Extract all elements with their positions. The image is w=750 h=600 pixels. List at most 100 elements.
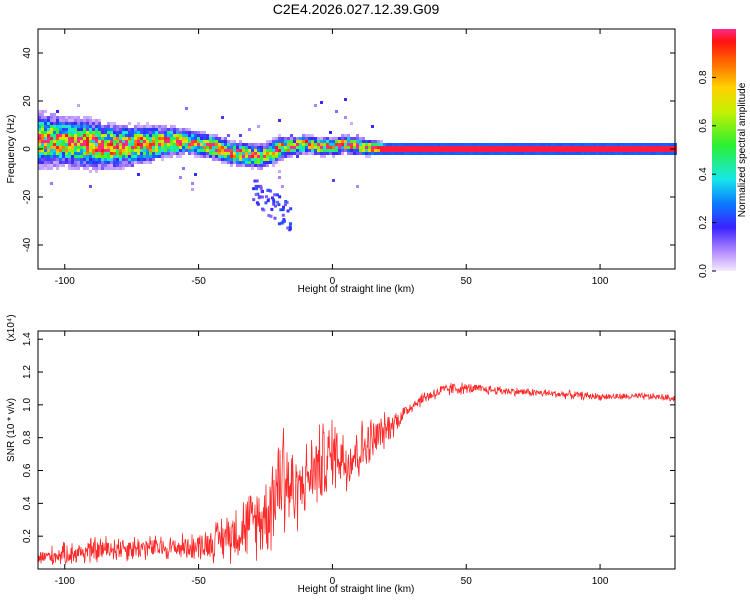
- spectrogram-cell: [122, 152, 125, 155]
- spectrogram-cell: [359, 137, 362, 140]
- spectrogram-cell: [206, 137, 209, 140]
- spectrogram-cell: [248, 158, 251, 161]
- spectrogram-cell: [662, 152, 665, 155]
- spectrogram-cell: [261, 207, 265, 211]
- spectrogram-cell: [53, 119, 56, 122]
- spectrogram-cell: [221, 140, 224, 143]
- spectrogram-cell: [332, 149, 335, 152]
- spectrogram-cell: [158, 128, 161, 131]
- spectrogram-cell: [71, 134, 74, 137]
- spectrogram-cell: [533, 149, 536, 152]
- spectrogram-cell: [71, 146, 74, 149]
- spectrogram-cell: [149, 140, 152, 143]
- spectrogram-cell: [290, 152, 293, 155]
- spectrogram-cell: [653, 143, 656, 146]
- spectrogram-cell: [107, 146, 110, 149]
- spectrogram-cell: [539, 152, 542, 155]
- spectrogram-cell: [311, 149, 314, 152]
- spectrogram-cell: [47, 131, 50, 134]
- spectrogram-cell: [650, 152, 653, 155]
- spectrogram-cell: [464, 152, 467, 155]
- spectrogram-cell: [56, 122, 59, 125]
- spectrogram-cell: [254, 193, 258, 197]
- spectrogram-cell: [473, 143, 476, 146]
- spectrogram-cell: [671, 146, 674, 149]
- spectrogram-cell: [482, 143, 485, 146]
- spectrogram-cell: [83, 158, 86, 161]
- spectrogram-cell: [188, 137, 191, 140]
- spectrogram-cell: [374, 146, 377, 149]
- spectrogram-cell: [47, 146, 50, 149]
- spectrogram-cell: [383, 143, 386, 146]
- spectrogram-cell: [272, 202, 276, 206]
- spectrogram-cell: [554, 146, 557, 149]
- spectrogram-cell: [533, 143, 536, 146]
- spectrogram-cell: [290, 143, 293, 146]
- spectrogram-cell: [62, 116, 65, 119]
- spectrogram-cell: [551, 152, 554, 155]
- spectrogram-cell: [293, 149, 296, 152]
- spectrogram-cell: [137, 128, 140, 131]
- spectrogram-cell: [242, 143, 245, 146]
- spectrogram-cell: [551, 146, 554, 149]
- spectrogram-cell: [77, 167, 80, 170]
- y-tick-label: 1.2: [22, 365, 33, 379]
- spectrogram-cell: [83, 146, 86, 149]
- spectrogram-cell: [71, 167, 74, 170]
- spectrogram-cell: [614, 143, 617, 146]
- spectrogram-cell: [575, 146, 578, 149]
- spectrogram-cell: [494, 149, 497, 152]
- spectrogram-cell: [563, 152, 566, 155]
- spectrogram-cell: [245, 155, 248, 158]
- spectrogram-cell: [638, 152, 641, 155]
- spectrogram-cell: [383, 146, 386, 149]
- spectrogram-cell: [271, 198, 275, 202]
- spectrogram-cell: [497, 152, 500, 155]
- spectrogram-cell: [110, 128, 113, 131]
- spectrogram-cell: [110, 149, 113, 152]
- spectrogram-cell: [203, 146, 206, 149]
- spectrogram-cell: [563, 143, 566, 146]
- spectrogram-cell: [230, 155, 233, 158]
- spectrogram-cell: [344, 116, 347, 119]
- spectrogram-cell: [353, 137, 356, 140]
- spectrogram-cell: [182, 146, 185, 149]
- spectrogram-cell: [434, 143, 437, 146]
- spectrogram-cell: [56, 134, 59, 137]
- spectrogram-cell: [281, 140, 284, 143]
- spectrogram-cell: [314, 146, 317, 149]
- spectrogram-cell: [119, 131, 122, 134]
- spectrogram-cell: [263, 149, 266, 152]
- spectrogram-cell: [50, 161, 53, 164]
- spectrogram-cell: [311, 152, 314, 155]
- spectrogram-cell: [296, 137, 299, 140]
- spectrogram-cell: [344, 146, 347, 149]
- spectrogram-cell: [467, 146, 470, 149]
- spectrogram-cell: [80, 152, 83, 155]
- spectrogram-cell: [56, 128, 59, 131]
- spectrogram-cell: [626, 152, 629, 155]
- spectrogram-cell: [41, 155, 44, 158]
- spectrogram-cell: [332, 137, 335, 140]
- spectrogram-cell: [95, 119, 98, 122]
- spectrogram-cell: [116, 152, 119, 155]
- spectrogram-cell: [92, 137, 95, 140]
- spectrogram-cell: [77, 146, 80, 149]
- spectrogram-cell: [74, 116, 77, 119]
- spectrogram-cell: [47, 119, 50, 122]
- spectrogram-cell: [413, 149, 416, 152]
- spectrogram-cell: [272, 146, 275, 149]
- spectrogram-cell: [119, 164, 122, 167]
- spectrogram-cell: [179, 137, 182, 140]
- spectrogram-cell: [329, 152, 332, 155]
- spectrogram-cell: [68, 128, 71, 131]
- spectrogram-cell: [122, 161, 125, 164]
- spectrogram-cell: [53, 164, 56, 167]
- y-tick-label: -40: [22, 237, 33, 252]
- spectrogram-cell: [119, 155, 122, 158]
- spectrogram-cell: [533, 146, 536, 149]
- spectrogram-cell: [236, 155, 239, 158]
- spectrogram-cell: [371, 152, 374, 155]
- spectrogram-cell: [500, 152, 503, 155]
- spectrogram-cell: [44, 128, 47, 131]
